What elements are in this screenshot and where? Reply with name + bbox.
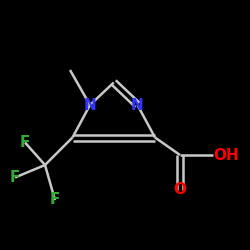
Text: F: F bbox=[10, 170, 20, 185]
Text: O: O bbox=[174, 182, 186, 198]
Text: F: F bbox=[20, 135, 30, 150]
Text: N: N bbox=[131, 98, 144, 112]
Text: F: F bbox=[50, 192, 60, 208]
Text: OH: OH bbox=[214, 148, 240, 162]
Text: N: N bbox=[84, 98, 96, 112]
